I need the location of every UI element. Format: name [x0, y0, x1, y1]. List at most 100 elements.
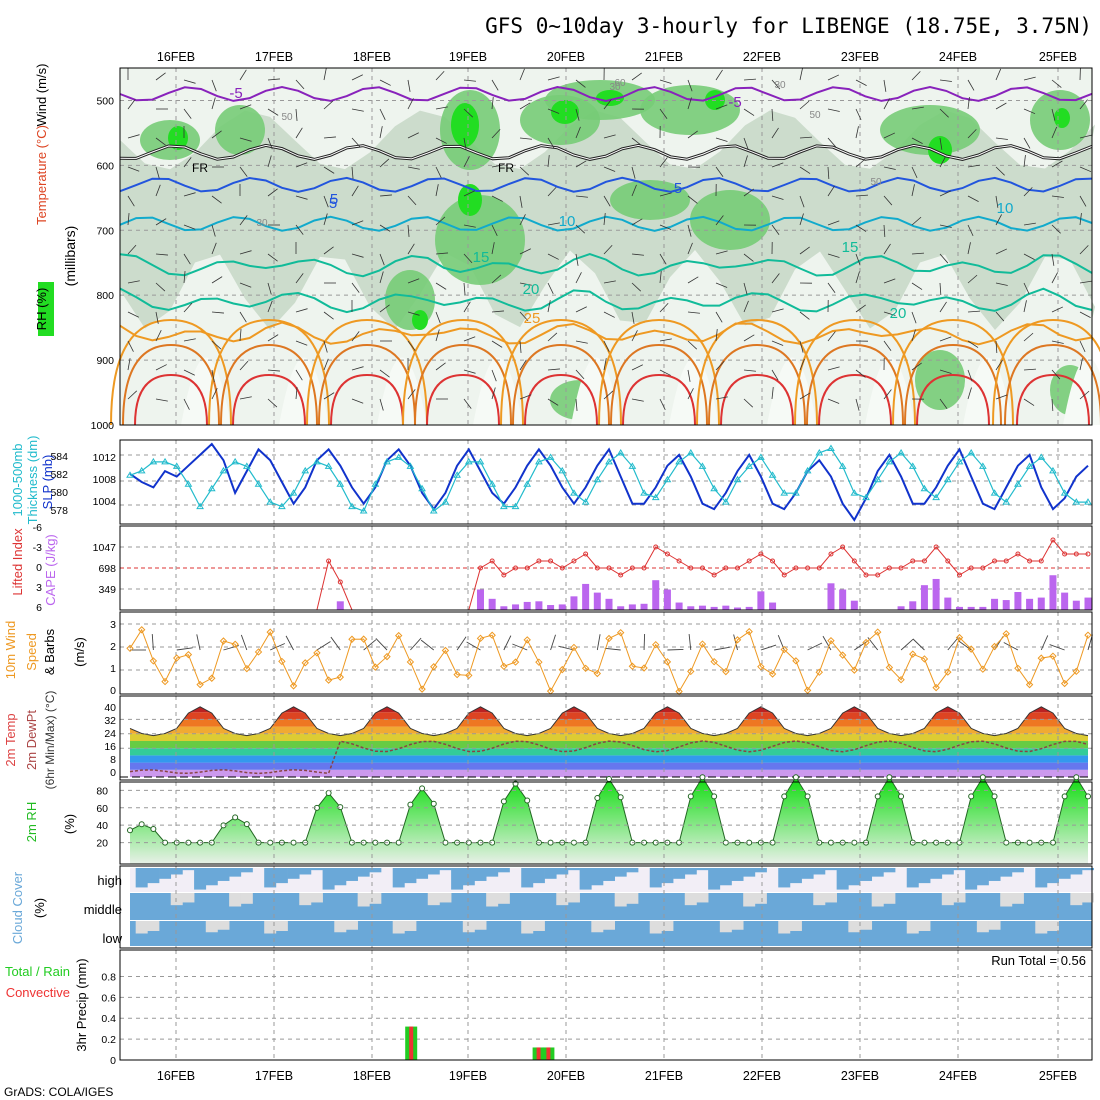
- thickness-point: [535, 457, 543, 465]
- cloud-high-bar: [754, 868, 767, 873]
- isotherm-4: [119, 253, 1093, 278]
- y-tick-precip: 0.4: [101, 1013, 116, 1025]
- thickness-point: [581, 498, 590, 505]
- wind-speed-point: [581, 664, 590, 673]
- lifted-index-point: [992, 558, 998, 564]
- temp-band-4: [130, 741, 1088, 749]
- cloud-high-bar: [1000, 868, 1013, 877]
- wind-speed-point: [243, 664, 251, 673]
- wind-barb: [547, 137, 555, 149]
- wind-barb: [155, 218, 167, 226]
- lifted-index-point: [956, 572, 962, 578]
- date-label-top: 25FEB: [1039, 50, 1077, 64]
- lifted-index-point: [688, 565, 694, 571]
- contour-label: FR: [192, 161, 208, 175]
- wind-barb: [995, 340, 998, 353]
- warm-arch-2-0: [306, 318, 428, 426]
- y-tick-thickness: 578: [50, 505, 68, 517]
- wind-barb: [883, 79, 887, 92]
- panel-frame: [119, 525, 1093, 611]
- wind-barb: [379, 271, 384, 284]
- wind-speed-point: [1014, 664, 1022, 673]
- y-tick-thickness: 584: [50, 451, 68, 463]
- wind-barb: [239, 311, 247, 323]
- wind-barb-10m: [176, 647, 193, 651]
- wind-speed-point: [897, 676, 905, 684]
- lifted-index-point: [536, 558, 542, 564]
- panel-frame: [119, 865, 1093, 949]
- cloud-gap-bar: [240, 893, 253, 904]
- precip-legend-convective: Convective: [6, 985, 70, 1000]
- cloud-high-bar: [345, 868, 358, 881]
- wind-barb: [687, 242, 693, 255]
- wind-barb: [435, 106, 448, 110]
- wind-barb: [127, 99, 136, 110]
- wind-barb: [519, 311, 529, 322]
- lifted-index-point: [968, 565, 974, 571]
- wind-barb: [603, 213, 606, 226]
- cape-bar: [652, 580, 660, 610]
- wind-barb: [995, 282, 1008, 286]
- wind-barb: [491, 79, 499, 91]
- wind-barb: [351, 74, 363, 81]
- rh-point: [687, 793, 694, 800]
- cloud-gap-bar: [404, 921, 417, 931]
- wind-barb: [883, 389, 892, 400]
- thickness-point: [698, 462, 707, 469]
- wind-barb: [771, 108, 774, 121]
- thickness-point: [348, 502, 356, 510]
- wind-speed-point: [733, 636, 742, 644]
- wind-barb: [603, 244, 613, 255]
- wind-barb: [911, 329, 916, 342]
- wind-speed-point: [126, 644, 134, 653]
- wind-barb: [799, 195, 805, 208]
- y-tick-slp: 1004: [93, 496, 117, 508]
- wind-barb: [939, 137, 943, 150]
- cloud-high-bar: [719, 868, 732, 886]
- wind-barb: [435, 70, 445, 81]
- thickness-point: [803, 466, 812, 474]
- warm-arch-9-1: [1004, 343, 1100, 426]
- axis-label: RH (%): [34, 288, 49, 331]
- cloud-gap-bar: [147, 921, 160, 931]
- thickness-point: [873, 475, 882, 483]
- cloud-gap-bar: [427, 893, 440, 906]
- rh-moist-area-7: [690, 190, 770, 250]
- cloud-gap-bar: [1000, 893, 1013, 907]
- panel-bg: [120, 950, 1092, 1060]
- rh-point: [979, 774, 986, 781]
- wind-barb: [239, 215, 248, 226]
- thickness-point: [254, 480, 263, 487]
- rh-point: [430, 800, 437, 807]
- cape-bar: [698, 605, 706, 610]
- cloud-gap-bar: [603, 921, 615, 930]
- wind-barb: [1051, 340, 1064, 344]
- cloud-gap-bar: [229, 893, 242, 907]
- y-tick-cape: 1047: [93, 542, 117, 554]
- thickness-point: [756, 453, 765, 460]
- thickness-point: [908, 462, 917, 469]
- wind-barb: [911, 137, 923, 144]
- wind-speed-point: [967, 645, 975, 653]
- wind-speed-point: [593, 669, 602, 678]
- y-tick-lifted: 0: [36, 562, 42, 574]
- wind-barb: [771, 387, 774, 400]
- cloud-high-bar: [1058, 868, 1071, 879]
- wind-barb: [1051, 79, 1062, 88]
- wind-barb: [211, 224, 216, 237]
- wind-barb: [183, 302, 193, 313]
- cloud-high-bar: [801, 868, 814, 879]
- wind-barb-10m: [714, 646, 730, 651]
- wind-barb: [407, 243, 415, 255]
- cape-bar: [734, 607, 742, 610]
- wind-barb: [827, 331, 836, 342]
- warm-arch-6-1: [708, 343, 806, 426]
- wind-barb: [743, 369, 756, 372]
- wind-barb: [267, 188, 278, 197]
- panel-lifted-cape: -6 -3 0 3 6 1047 698 349 Lifted Index CAPE (J/kg): [10, 522, 1093, 614]
- wind-barb: [155, 364, 167, 371]
- wind-speed-point: [885, 663, 894, 672]
- y-tick-pressure: 700: [96, 225, 114, 237]
- wind-barb: [1079, 213, 1082, 226]
- wind-barb: [435, 252, 448, 255]
